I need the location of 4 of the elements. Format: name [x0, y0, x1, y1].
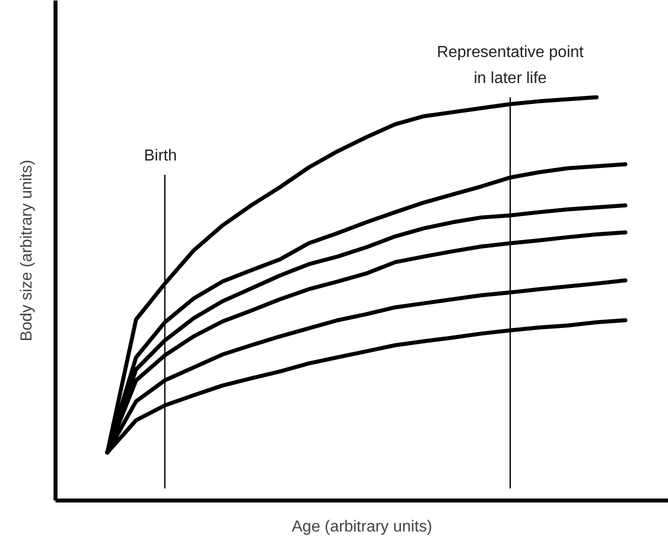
text: Representative point in later life [436, 44, 584, 88]
annotation: Birth [144, 148, 177, 165]
y-axis-title: Body size (arbitrary units) [18, 160, 36, 342]
x-axis-title: Age (arbitrary units) [292, 518, 432, 536]
